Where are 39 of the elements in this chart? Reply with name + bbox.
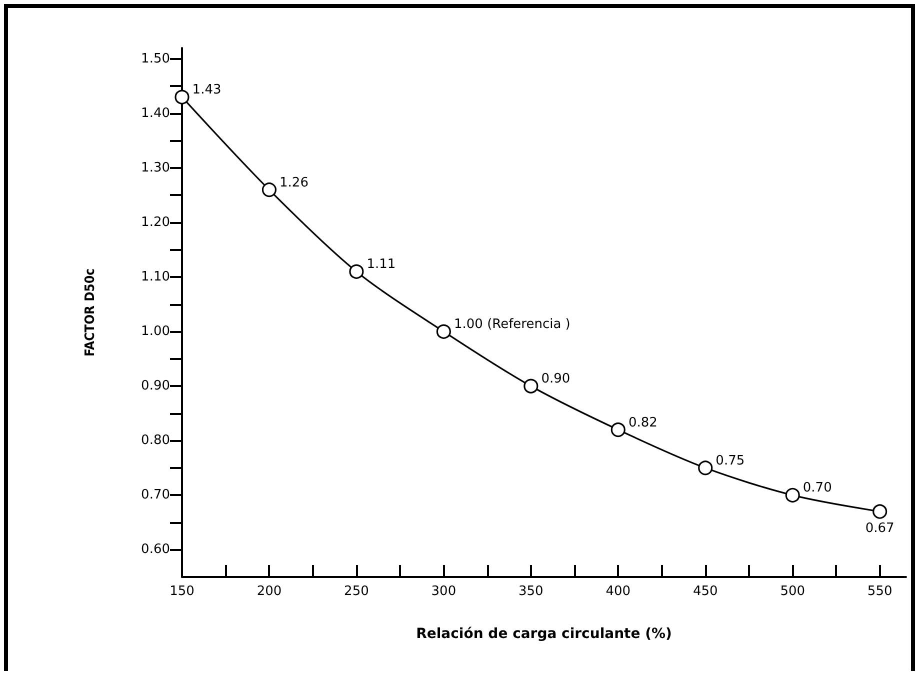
point [610,422,626,438]
point [524,378,538,394]
x-tick-label: 400 [606,584,631,599]
point [436,324,451,339]
x-axis-title: Relación de carga circulante (%) [416,626,672,642]
data-label: 0.70 [802,480,832,496]
x-tick-label: 550 [867,584,892,599]
data-label: 0.67 [865,520,894,536]
point [698,460,713,476]
x-tick-label: 150 [170,584,194,599]
point [872,504,888,519]
y-tick-label: 1.00 [141,324,170,340]
y-tick-label: 0.70 [141,488,170,503]
y-tick-label: 1.50 [141,51,170,66]
data-label: 1.43 [192,82,222,98]
y-axis-title: FACTOR D50c [83,268,98,357]
y-tick-label: 1.30 [141,160,170,176]
x-tick-label: 500 [780,584,806,599]
x-tick-label: 450 [692,584,718,599]
point [262,182,277,198]
x-tick-label: 350 [518,584,544,599]
y-tick-label: 0.90 [141,378,170,394]
y-tick-label: 1.20 [141,215,170,230]
y-tick-label: 1.40 [141,106,170,121]
data-label: 1.11 [366,257,396,272]
y-tick-label: 1.10 [141,270,170,285]
point [785,488,800,502]
x-tick-label: 300 [431,584,456,599]
data-label: 0.90 [541,372,570,387]
data-label: 1.26 [280,175,308,190]
y-tick-label: 0.60 [141,542,170,558]
point [349,264,364,279]
point [174,90,190,104]
data-label: 0.82 [628,415,658,430]
y-tick-label: 0.80 [141,433,170,448]
data-label: 1.00 (Referencia ) [454,317,570,332]
x-tick-label: 200 [256,584,282,599]
data-label: 0.75 [716,453,745,468]
x-tick-label: 250 [344,584,369,599]
